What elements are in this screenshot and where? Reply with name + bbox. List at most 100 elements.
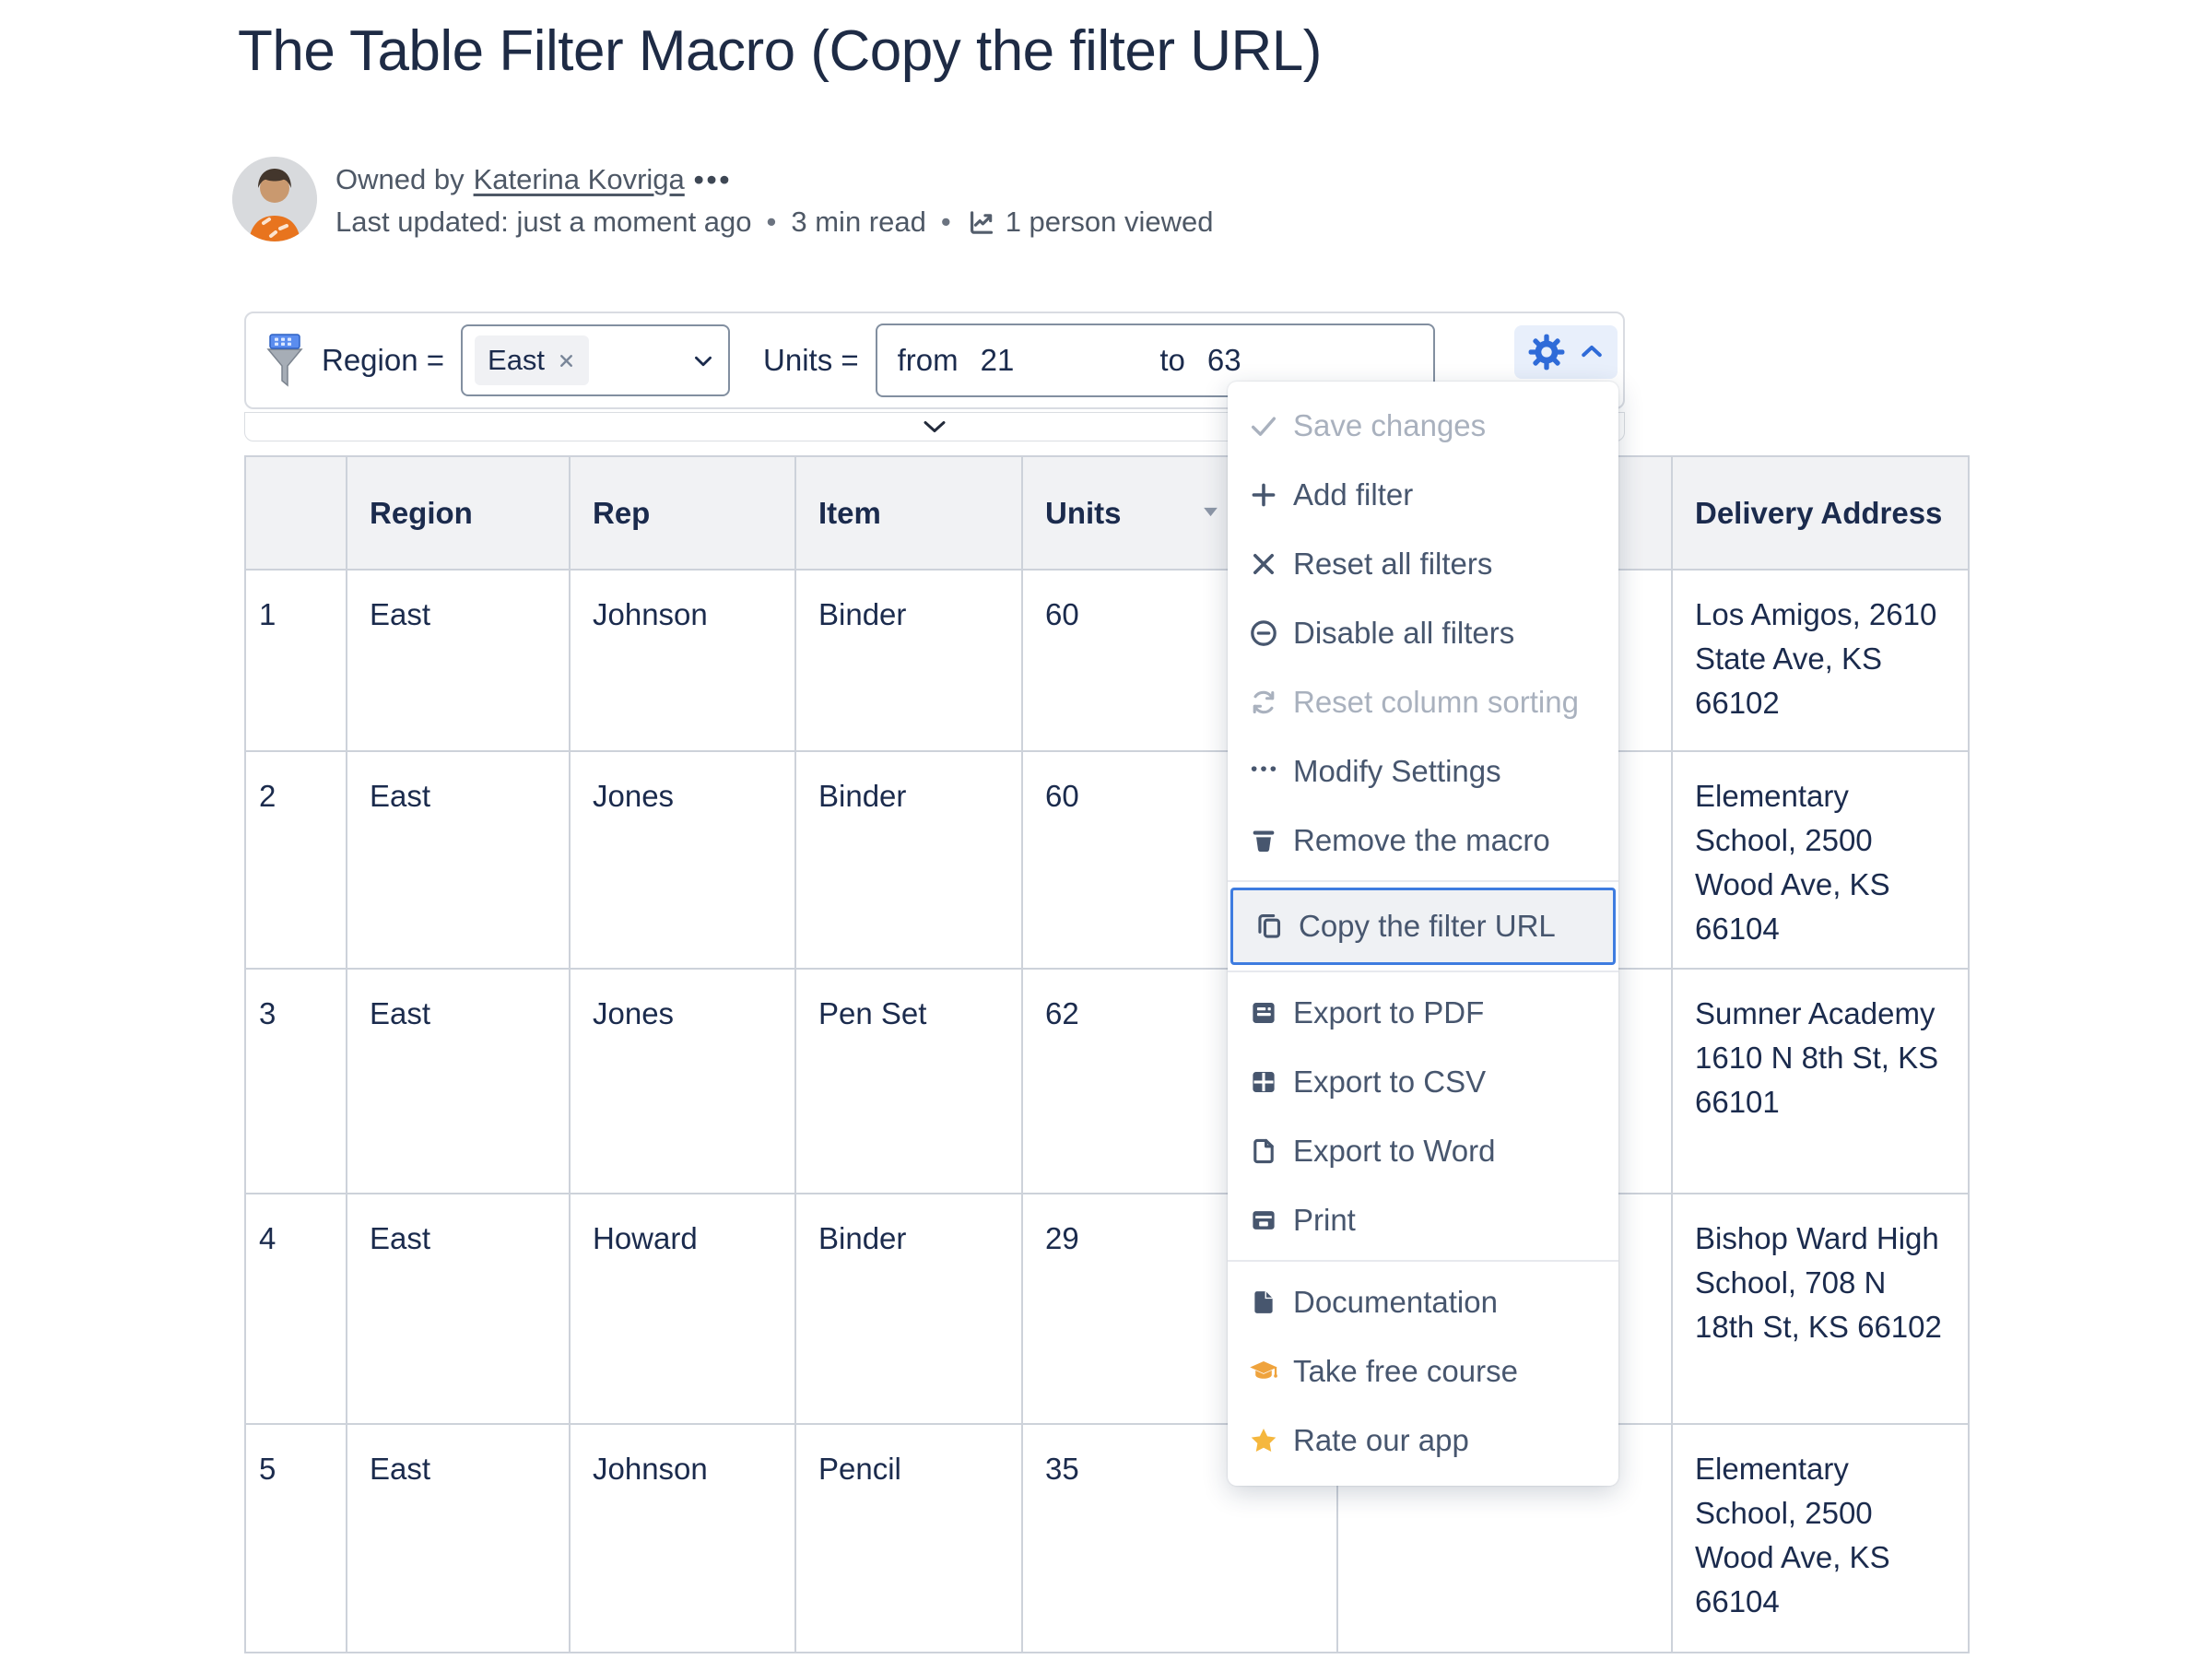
plus-icon xyxy=(1248,479,1279,511)
cell-rep: Johnson xyxy=(569,569,796,752)
menu-item-modify-settings[interactable]: Modify Settings xyxy=(1228,736,1618,806)
page-title: The Table Filter Macro (Copy the filter … xyxy=(238,19,1322,83)
menu-item-reset-column-sorting: Reset column sorting xyxy=(1228,667,1618,736)
cell-rep: Johnson xyxy=(569,1423,796,1653)
header-row: Region Rep Item Units Delivery Address xyxy=(244,455,1970,571)
check-icon xyxy=(1248,410,1279,441)
menu-item-export-to-pdf[interactable]: Export to PDF xyxy=(1228,978,1618,1047)
gear-icon xyxy=(1528,334,1565,371)
graduation-cap-icon xyxy=(1248,1356,1279,1387)
menu-item-label: Modify Settings xyxy=(1293,753,1501,788)
document-icon xyxy=(1248,1287,1279,1318)
cell-delivery-address: Bishop Ward High School, 708 N 18th St, … xyxy=(1671,1193,1970,1425)
table-row: 2 East Jones Binder 60 Elementary School… xyxy=(244,750,1970,970)
menu-item-label: Export to CSV xyxy=(1293,1064,1487,1099)
menu-item-add-filter[interactable]: Add filter xyxy=(1228,460,1618,529)
cell-rep: Howard xyxy=(569,1193,796,1425)
csv-table-icon xyxy=(1248,1066,1279,1098)
last-updated-text: Last updated: just a moment ago xyxy=(335,206,752,238)
menu-item-print[interactable]: Print xyxy=(1228,1185,1618,1254)
units-filter-label: Units = xyxy=(763,343,859,377)
region-select[interactable]: East xyxy=(461,324,731,396)
units-column-filter-handle[interactable] xyxy=(1203,507,1218,517)
menu-item-label: Rate our app xyxy=(1293,1422,1469,1457)
cell-index: 3 xyxy=(244,968,347,1194)
byline: Owned by Katerina Kovriga ••• Last updat… xyxy=(232,157,1213,243)
region-value: East xyxy=(488,344,546,376)
menu-item-label: Export to PDF xyxy=(1293,994,1485,1030)
cell-rep: Jones xyxy=(569,968,796,1194)
cell-region: East xyxy=(346,1193,571,1425)
menu-item-label: Remove the macro xyxy=(1293,822,1550,857)
menu-item-documentation[interactable]: Documentation xyxy=(1228,1267,1618,1336)
cell-delivery-address: Los Amigos, 2610 State Ave, KS 66102 xyxy=(1671,569,1970,752)
menu-item-remove-the-macro[interactable]: Remove the macro xyxy=(1228,806,1618,875)
star-icon xyxy=(1248,1425,1279,1456)
circle-minus-icon xyxy=(1248,618,1279,649)
cell-delivery-address: Elementary School, 2500 Wood Ave, KS 661… xyxy=(1671,1423,1970,1653)
separator-dot: • xyxy=(940,206,951,238)
menu-divider xyxy=(1228,971,1618,972)
trash-icon xyxy=(1248,825,1279,856)
cell-item: Binder xyxy=(794,750,1023,970)
cell-index: 1 xyxy=(244,569,347,752)
remove-tag-icon[interactable] xyxy=(557,351,576,371)
range-to-value[interactable]: 63 xyxy=(1206,343,1241,377)
cell-item: Pencil xyxy=(794,1423,1023,1653)
cell-item: Pen Set xyxy=(794,968,1023,1194)
filtered-table: Region Rep Item Units Delivery Address 1… xyxy=(244,455,1970,1653)
separator-dot: • xyxy=(766,206,777,238)
column-header-rep[interactable]: Rep xyxy=(569,455,796,571)
menu-item-label: Copy the filter URL xyxy=(1299,909,1556,943)
views-analytics[interactable]: 1 person viewed xyxy=(966,201,1214,243)
menu-item-label: Reset all filters xyxy=(1293,546,1493,581)
x-icon xyxy=(1248,548,1279,580)
range-from-value[interactable]: 21 xyxy=(980,343,1015,377)
data-table: Region Rep Item Units Delivery Address 1… xyxy=(244,455,1970,1653)
word-document-icon xyxy=(1248,1135,1279,1167)
chevron-up-icon xyxy=(1582,346,1602,358)
menu-item-reset-all-filters[interactable]: Reset all filters xyxy=(1228,529,1618,598)
cell-rep: Jones xyxy=(569,750,796,970)
column-header-item[interactable]: Item xyxy=(794,455,1023,571)
table-row: 3 East Jones Pen Set 62 Sumner Academy 1… xyxy=(244,968,1970,1194)
byline-more-button[interactable]: ••• xyxy=(693,163,733,195)
menu-item-label: Reset column sorting xyxy=(1293,684,1579,719)
menu-item-take-free-course[interactable]: Take free course xyxy=(1228,1336,1618,1406)
region-filter-label: Region = xyxy=(322,343,445,377)
cell-region: East xyxy=(346,750,571,970)
settings-button[interactable] xyxy=(1514,325,1618,379)
menu-item-rate-our-app[interactable]: Rate our app xyxy=(1228,1406,1618,1475)
range-from-label: from xyxy=(897,343,959,377)
table-row: 5 East Johnson Pencil 35 Elementary Scho… xyxy=(244,1423,1970,1653)
menu-item-disable-all-filters[interactable]: Disable all filters xyxy=(1228,598,1618,667)
menu-item-copy-the-filter-url[interactable]: Copy the filter URL xyxy=(1230,888,1616,965)
menu-item-label: Export to Word xyxy=(1293,1133,1496,1168)
menu-item-save-changes: Save changes xyxy=(1228,391,1618,460)
meta-line: Last updated: just a moment ago • 3 min … xyxy=(335,201,1213,243)
menu-item-export-to-word[interactable]: Export to Word xyxy=(1228,1116,1618,1185)
cell-item: Binder xyxy=(794,1193,1023,1425)
owned-by-label: Owned by xyxy=(335,163,465,195)
cell-region: East xyxy=(346,968,571,1194)
avatar xyxy=(232,157,317,241)
trend-chart-icon xyxy=(970,210,993,234)
cell-item: Binder xyxy=(794,569,1023,752)
printer-icon xyxy=(1248,1205,1279,1236)
column-header-region[interactable]: Region xyxy=(346,455,571,571)
cell-index: 4 xyxy=(244,1193,347,1425)
owner-link[interactable]: Katerina Kovriga xyxy=(473,163,685,195)
menu-item-export-to-csv[interactable]: Export to CSV xyxy=(1228,1047,1618,1116)
menu-divider xyxy=(1228,1260,1618,1262)
sort-triangle-icon xyxy=(1204,507,1218,517)
byline-text: Owned by Katerina Kovriga ••• Last updat… xyxy=(335,157,1213,243)
views-count-text: 1 person viewed xyxy=(1005,206,1214,238)
column-header-delivery-address[interactable]: Delivery Address xyxy=(1671,455,1970,571)
region-value-tag: East xyxy=(475,335,590,385)
pdf-export-icon xyxy=(1248,997,1279,1029)
menu-divider xyxy=(1228,880,1618,882)
table-row: 4 East Howard Binder 29 Bishop Ward High… xyxy=(244,1193,1970,1425)
cell-index: 5 xyxy=(244,1423,347,1653)
cell-delivery-address: Elementary School, 2500 Wood Ave, KS 661… xyxy=(1671,750,1970,970)
table-filter-icon xyxy=(266,334,303,387)
